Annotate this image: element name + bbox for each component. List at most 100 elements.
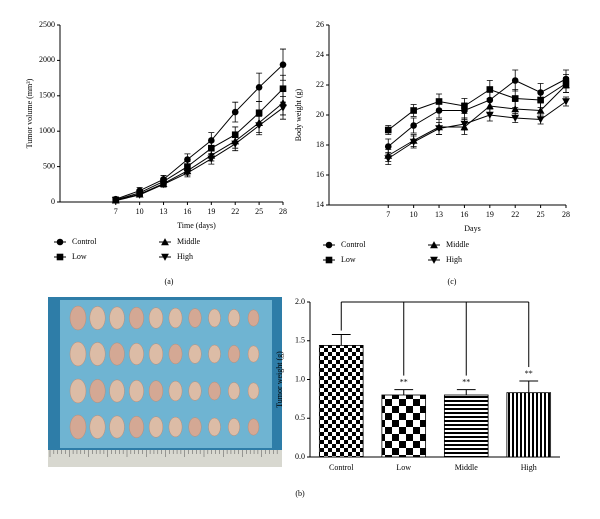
marker — [56, 238, 64, 246]
marker — [409, 138, 418, 146]
x-tick-label: 10 — [136, 207, 144, 216]
y-tick-label: 1000 — [39, 126, 55, 135]
marker — [435, 98, 443, 105]
tumor — [247, 345, 260, 363]
tumor — [188, 308, 202, 328]
tumor — [168, 416, 183, 438]
legend-label: Middle — [446, 240, 470, 249]
x-tick-label: 19 — [207, 207, 215, 216]
tumor — [247, 309, 260, 327]
tumor — [109, 379, 125, 403]
tumor — [188, 344, 202, 364]
tumor — [69, 414, 87, 440]
marker — [562, 98, 570, 106]
x-tick-label: Low — [396, 463, 411, 472]
tumor — [89, 415, 106, 439]
panel-label: (b) — [295, 489, 305, 498]
marker — [536, 116, 545, 124]
tumor — [89, 342, 106, 366]
x-tick-label: 10 — [410, 210, 418, 219]
y-tick-label: 1.5 — [295, 336, 305, 345]
bar — [318, 344, 364, 458]
marker — [430, 256, 438, 264]
marker — [384, 155, 393, 163]
marker — [56, 253, 64, 261]
marker — [461, 102, 468, 110]
marker — [537, 96, 544, 104]
bar — [506, 392, 552, 458]
y-tick-label: 20 — [316, 110, 324, 119]
legend-label: Middle — [177, 237, 201, 246]
legend-label: Control — [72, 237, 97, 246]
marker — [325, 241, 333, 249]
x-tick-label: Middle — [455, 463, 479, 472]
marker — [384, 126, 392, 134]
y-tick-label: 0.5 — [295, 413, 305, 422]
series-line — [115, 88, 284, 201]
marker — [207, 155, 216, 163]
error-bar — [394, 389, 414, 395]
tumor — [227, 382, 241, 400]
marker — [183, 169, 192, 177]
legend-label: High — [446, 255, 462, 264]
tumor — [168, 307, 183, 329]
x-tick-label: 25 — [255, 207, 263, 216]
marker — [325, 256, 333, 264]
tumor — [148, 416, 164, 438]
y-tick-label: 2500 — [39, 20, 55, 29]
tumor — [208, 344, 221, 364]
y-tick-label: 500 — [43, 161, 55, 170]
x-tick-label: 13 — [435, 210, 443, 219]
x-tick-label: 13 — [160, 207, 168, 216]
marker — [135, 191, 144, 199]
tumor — [148, 307, 164, 329]
x-tick-label: 28 — [562, 210, 570, 219]
tumor — [188, 381, 202, 401]
marker — [485, 111, 494, 119]
significance: ** — [400, 377, 408, 386]
y-tick-label: 16 — [316, 170, 324, 179]
tumor — [227, 418, 241, 436]
photo-ruler — [48, 450, 282, 467]
marker — [231, 108, 239, 116]
tumor — [69, 378, 87, 404]
significance: ** — [525, 369, 533, 378]
tumor — [129, 416, 144, 438]
panel-label: (c) — [448, 277, 457, 286]
tumor — [247, 382, 260, 400]
marker — [255, 122, 264, 130]
marker — [460, 120, 469, 128]
y-tick-label: 1500 — [39, 91, 55, 100]
marker — [279, 61, 287, 68]
significance: ** — [462, 377, 470, 386]
series-line — [387, 78, 567, 147]
x-tick-label: 7 — [114, 207, 118, 216]
x-tick-label: 16 — [460, 210, 468, 219]
y-tick-label: 26 — [316, 20, 324, 29]
tumor — [109, 306, 125, 330]
marker — [562, 81, 570, 89]
series-line — [115, 102, 284, 201]
y-tick-label: 24 — [316, 50, 324, 59]
series-line — [387, 83, 567, 131]
photo — [48, 297, 282, 467]
marker — [486, 86, 494, 93]
marker — [511, 114, 520, 122]
marker — [184, 156, 191, 163]
y-tick-label: 2000 — [39, 55, 55, 64]
marker — [161, 238, 169, 246]
tumor — [109, 342, 125, 366]
marker — [384, 143, 392, 150]
marker — [161, 253, 169, 261]
tumor — [188, 417, 202, 437]
tumor — [69, 305, 87, 331]
y-tick-label: 14 — [316, 200, 324, 209]
x-axis-title: Time (days) — [177, 221, 216, 230]
y-axis-title: Body weight (g) — [294, 88, 303, 141]
tumor — [208, 381, 221, 401]
y-tick-label: 2.0 — [295, 297, 305, 306]
tumor — [208, 417, 221, 437]
tumor — [89, 306, 106, 330]
